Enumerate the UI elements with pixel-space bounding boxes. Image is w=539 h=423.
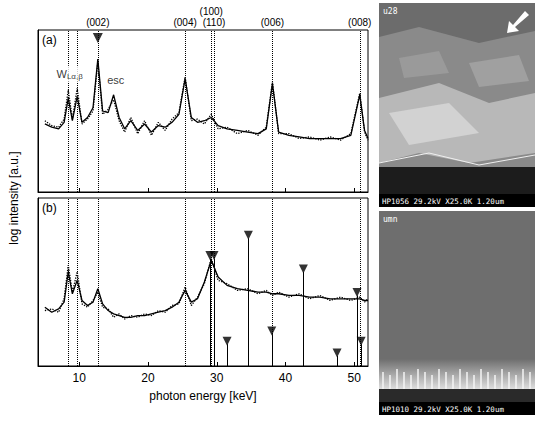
svg-text:(002): (002) — [86, 17, 109, 28]
svg-text:(004): (004) — [173, 17, 196, 28]
svg-text:20: 20 — [141, 371, 155, 385]
svg-text:40: 40 — [279, 371, 293, 385]
svg-text:(a): (a) — [42, 33, 57, 47]
svg-text:50: 50 — [348, 371, 362, 385]
svg-text:10: 10 — [73, 371, 87, 385]
svg-text:30: 30 — [210, 371, 224, 385]
svg-text:HP1010 29.2kV X25.0K 1.20um: HP1010 29.2kV X25.0K 1.20um — [382, 405, 504, 414]
svg-text:Lα,β: Lα,β — [67, 72, 83, 81]
svg-text:esc: esc — [107, 74, 125, 86]
svg-text:(100): (100) — [200, 6, 223, 17]
svg-text:(006): (006) — [261, 17, 284, 28]
svg-text:HP1056 29.2kV X25.0K 1.20um: HP1056 29.2kV X25.0K 1.20um — [382, 197, 504, 206]
svg-text:(110): (110) — [203, 17, 226, 28]
svg-text:u28: u28 — [383, 7, 398, 16]
svg-text:photon energy [keV]: photon energy [keV] — [149, 389, 256, 403]
svg-text:W: W — [56, 68, 67, 80]
svg-text:(008): (008) — [348, 17, 371, 28]
svg-text:log intensity [a.u.]: log intensity [a.u.] — [7, 151, 21, 244]
svg-text:umn: umn — [383, 215, 398, 224]
svg-text:(b): (b) — [42, 201, 57, 215]
